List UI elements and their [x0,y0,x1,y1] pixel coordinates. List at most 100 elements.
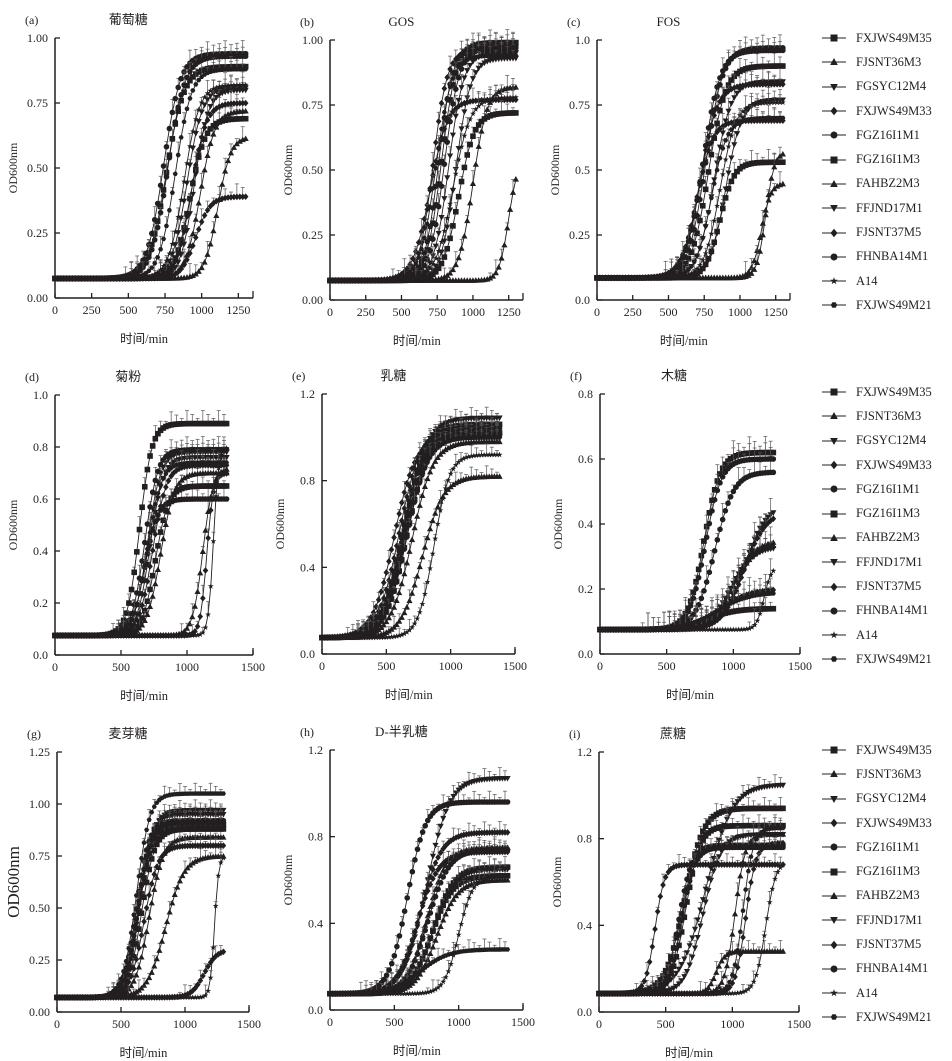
data-point [236,81,243,88]
data-point [495,264,502,270]
data-point [725,185,732,192]
y-tick-label: 0.00 [27,291,48,305]
data-point [219,115,226,121]
y-axis-label: OD600nm [281,144,295,195]
data-point [166,267,173,274]
data-point [475,143,482,149]
data-point [722,195,729,201]
data-point [187,143,193,149]
x-axis-label: 时间/min [660,334,709,348]
data-point [458,178,465,185]
data-point [725,108,732,115]
data-point [184,74,190,81]
data-point [779,150,786,157]
data-point [435,203,442,210]
data-point [146,254,152,261]
data-point [161,236,167,242]
x-tick-label: 750 [695,305,713,319]
data-point [705,125,712,131]
x-tick-label: 0 [52,303,58,317]
data-point [144,466,151,473]
data-point [198,182,205,189]
x-tick-label: 250 [83,303,101,317]
data-point [143,250,149,257]
data-point [512,176,519,182]
y-tick-label: 1.00 [302,33,323,47]
data-point [207,202,214,210]
panel-title: 乳糖 [380,368,406,383]
data-point [202,567,209,574]
data-point [175,152,181,158]
data-point [198,218,205,226]
data-point [224,157,232,164]
data-point [435,265,442,272]
data-point [178,92,184,98]
data-point [464,123,471,130]
data-point [163,174,170,180]
data-point [194,623,201,630]
data-point [143,260,149,266]
y-tick-label: 0.75 [569,98,590,112]
y-axis-label: OD600nm [548,144,562,195]
data-point [213,197,220,205]
data-point [175,267,182,274]
data-point [728,155,735,162]
data-point [714,84,720,90]
data-point [148,272,155,279]
data-point [484,106,491,112]
data-point [461,75,468,81]
data-point [183,227,191,234]
data-point [719,130,726,137]
data-point [169,271,176,278]
data-point [143,274,149,280]
data-point [139,504,145,511]
data-point [242,87,249,94]
data-point [679,254,686,261]
data-point [199,548,206,555]
data-point [201,94,208,100]
data-point [181,228,187,236]
data-point [131,569,137,576]
data-point [149,443,156,449]
data-point [195,146,202,154]
data-point [691,213,698,220]
data-point [223,420,230,427]
data-point [187,196,193,203]
data-point [222,112,229,119]
data-point [155,468,161,475]
data-point [149,230,155,237]
data-point [152,580,159,587]
series-FXJWS49M21 [327,42,519,283]
data-point [509,189,517,195]
data-point [178,75,184,82]
data-point [204,90,211,96]
data-point [201,259,208,265]
data-point [225,100,231,108]
data-point [513,45,519,51]
data-point [708,109,715,115]
data-point [702,261,709,268]
data-point [455,74,462,81]
data-point [163,483,169,491]
series-FGZ16I1M1 [52,40,249,282]
data-point [213,84,220,91]
x-tick-label: 0 [327,305,333,319]
data-point [233,140,240,147]
data-point [169,136,176,142]
data-point [175,84,181,91]
data-point [734,131,741,137]
data-point [717,217,723,223]
x-tick-label: 750 [156,303,174,317]
x-tick-label: 1000 [728,305,752,319]
data-point [438,260,445,267]
data-point [470,133,476,140]
data-point [186,211,194,217]
data-point [140,274,146,281]
data-point [432,221,439,228]
data-point [160,263,167,269]
data-point [192,270,199,277]
data-point [472,161,479,167]
y-tick-label: 0.0 [300,647,315,661]
data-point [190,88,196,93]
x-tick-label: 500 [392,305,410,319]
